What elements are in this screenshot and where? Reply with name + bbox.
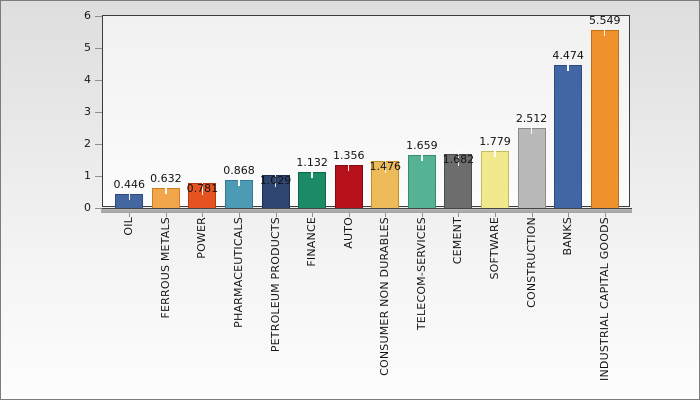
y-axis-tick-label: 4 [84, 73, 91, 86]
x-axis-category-label: BANKS [561, 217, 575, 256]
y-axis-tick-label: 6 [84, 9, 91, 22]
value-leader-tick [384, 156, 387, 173]
x-axis-category-label: FERROUS METALS [158, 217, 172, 319]
y-axis-tick [95, 111, 102, 113]
value-leader-tick [567, 60, 569, 71]
x-axis-category-tick [275, 213, 277, 217]
bar-value-label: 0.446 [113, 177, 146, 191]
x-axis-base [101, 208, 632, 213]
bar-value-label: 5.549 [588, 14, 621, 28]
bar-value-label: 0.868 [223, 164, 255, 178]
y-axis-tick-label: 5 [84, 41, 91, 54]
x-axis-category-tick [458, 213, 460, 217]
bar-telecom-services[interactable] [407, 154, 436, 208]
y-axis-tick [95, 15, 102, 17]
y-axis-tick [95, 207, 102, 209]
x-axis-category-label: FINANCE [305, 217, 319, 267]
bar-construction[interactable] [517, 127, 546, 208]
x-axis-category-label: PHARMACEUTICALS [232, 217, 245, 328]
y-axis-tick [95, 175, 102, 177]
x-axis-category-label: CEMENT [451, 217, 465, 265]
bar-value-label: 1.132 [296, 155, 328, 169]
value-leader-tick [165, 183, 167, 194]
y-axis-tick-label: 1 [84, 169, 91, 182]
x-axis-category-tick [385, 213, 387, 217]
bar-banks[interactable] [554, 64, 583, 208]
value-leader-tick [128, 189, 131, 200]
x-axis-category-label: INDUSTRIAL CAPITAL GOODS [597, 217, 611, 381]
bar-auto[interactable] [334, 164, 363, 208]
bar-value-label: 1.356 [332, 148, 365, 162]
value-leader-tick [274, 171, 277, 188]
bar-value-label: 1.476 [369, 159, 402, 173]
value-leader-tick [421, 150, 423, 161]
bar-value-label: 1.659 [406, 138, 438, 152]
y-axis-tick-label: 0 [84, 201, 91, 214]
bar-value-label: 1.029 [259, 174, 292, 188]
y-axis-tick-label: 3 [84, 105, 91, 118]
bar-industrial-capital-goods[interactable] [590, 30, 619, 208]
x-axis-category-label: POWER [195, 217, 209, 259]
bar-value-label: 2.512 [515, 111, 548, 125]
value-leader-tick [603, 26, 606, 37]
value-leader-tick [530, 123, 533, 134]
x-axis-category-label: PETROLEUM PRODUCTS [268, 217, 282, 353]
bar-value-label: 0.632 [150, 171, 182, 185]
y-axis-tick [95, 47, 102, 49]
value-leader-tick [238, 176, 240, 187]
value-leader-tick [311, 167, 313, 178]
value-leader-tick [201, 179, 204, 195]
bar-value-label: 0.781 [186, 182, 219, 195]
x-axis-category-label: CONSTRUCTION [524, 217, 538, 308]
x-axis-category-tick [239, 213, 240, 217]
bar-value-label: 1.779 [479, 135, 511, 149]
x-axis-category-tick [202, 213, 204, 217]
value-leader-tick [494, 147, 496, 158]
x-axis-category-tick [165, 213, 167, 217]
y-axis-tick [95, 143, 102, 145]
x-axis-category-tick [568, 213, 570, 217]
x-axis-category-label: SOFTWARE [488, 217, 501, 280]
value-leader-tick [347, 160, 350, 171]
x-axis-category-tick [531, 213, 533, 217]
bar-software[interactable] [481, 151, 509, 208]
x-axis-category-tick [604, 213, 606, 217]
x-axis-category-label: AUTO [341, 217, 355, 249]
y-axis-tick-label: 2 [84, 137, 91, 150]
x-axis-category-tick [495, 213, 496, 217]
bar-value-label: 1.682 [442, 153, 475, 167]
x-axis-category-label: TELECOM-SERVICES [414, 217, 428, 331]
x-axis-category-tick [421, 213, 423, 217]
x-axis-category-label: CONSUMER NON DURABLES [378, 217, 392, 376]
x-axis-category-tick [312, 213, 314, 217]
y-axis-tick [95, 79, 102, 81]
x-axis-category-tick [348, 213, 350, 217]
value-leader-tick [457, 150, 460, 167]
x-axis-category-tick [129, 213, 131, 217]
bar-value-label: 4.474 [552, 48, 584, 62]
x-axis-category-label: OIL [122, 217, 136, 236]
